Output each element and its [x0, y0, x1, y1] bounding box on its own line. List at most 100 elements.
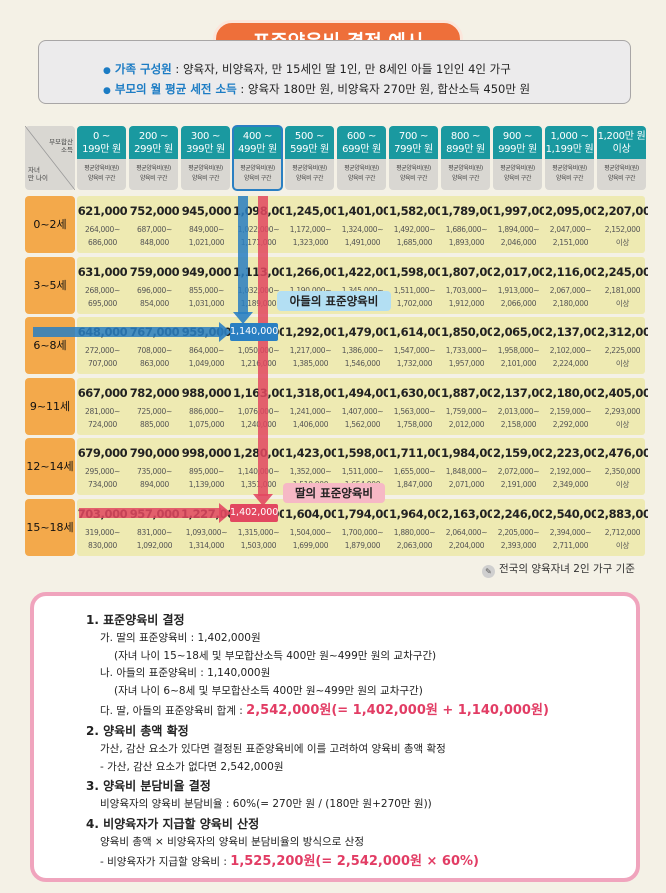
income-range-label: 700 ~ 799만 원: [389, 126, 438, 159]
range-max: 1,879,000: [344, 540, 381, 550]
income-column-header: 500 ~ 599만 원 평균양육비(원) 양육비 구간: [285, 126, 334, 190]
family-info-line: ● 가족 구성원 : 양육자, 비양육자, 만 15세인 딸 1인, 만 8세인 …: [103, 59, 630, 79]
table-cell: 1,794,000 1,700,000~ 1,879,000: [337, 499, 388, 556]
range-max: 2,349,000: [552, 480, 589, 489]
average-cost: 1,292,000: [285, 325, 336, 339]
range-max: 1,031,000: [188, 298, 225, 308]
step-1c: 다. 딸, 아들의 표준양육비 합계 : 2,542,000원(= 1,402,…: [86, 700, 636, 721]
range-min: 696,000~: [137, 285, 172, 295]
table-cell: 949,000 855,000~ 1,031,000: [181, 257, 232, 314]
family-label: 가족 구성원: [114, 62, 172, 76]
range-max: 1,216,000: [240, 359, 277, 368]
income-column-header: 800 ~ 899만 원 평균양육비(원) 양육비 구간: [441, 126, 490, 190]
average-cost: 2,116,000: [545, 264, 596, 279]
column-subheader: 평균양육비(원) 양육비 구간: [389, 159, 438, 190]
column-subheader: 평균양육비(원) 양육비 구간: [285, 159, 334, 190]
corner-income-label: 부모합산 소득: [49, 138, 73, 154]
basis-text: 전국의 양육자녀 2인 가구 기준: [499, 563, 635, 575]
average-cost: 1,245,000: [285, 204, 336, 218]
bullet-icon: ●: [103, 86, 111, 96]
range-max: 2,071,000: [448, 480, 485, 489]
range-min: 886,000~: [189, 406, 224, 416]
average-cost: 703,000: [77, 506, 128, 521]
range-min: 1,759,000~: [445, 406, 488, 416]
step-2-heading: 2. 양육비 총액 확정: [86, 724, 189, 738]
range-min: 1,386,000~: [341, 346, 384, 355]
range-min: 1,352,000~: [289, 467, 332, 476]
range-min: 1,492,000~: [393, 225, 436, 234]
range-min: 1,733,000~: [445, 346, 488, 355]
range-min: 272,000~: [85, 346, 120, 355]
step-1b-note: (자녀 나이 6~8세 및 부모합산소득 400만 원~499만 원의 교차구간…: [114, 684, 423, 697]
table-cell: 1,098,000 1,022,000~ 1,171,000: [233, 196, 284, 253]
table-cell: 2,137,000 2,102,000~ 2,224,000: [545, 317, 596, 374]
income-range-label: 800 ~ 899만 원: [441, 126, 490, 159]
table-cell: 631,000 268,000~ 695,000: [77, 257, 128, 314]
average-cost: 759,000: [129, 264, 180, 279]
table-cell: 2,163,000 2,064,000~ 2,204,000: [441, 499, 492, 556]
range-min: 849,000~: [189, 225, 224, 234]
range-min: 1,958,000~: [497, 346, 540, 355]
range-min: 855,000~: [189, 285, 224, 295]
range-max: 830,000: [88, 540, 117, 550]
range-max: 894,000: [140, 480, 169, 489]
average-cost: 1,227,000: [181, 506, 232, 521]
range-max: 854,000: [140, 298, 169, 308]
range-max: 1,847,000: [396, 480, 433, 489]
step-1c-value: 2,542,000원(= 1,402,000원 + 1,140,000원): [246, 703, 549, 718]
income-column-header: 300 ~ 399만 원 평균양육비(원) 양육비 구간: [181, 126, 230, 190]
average-cost: 621,000: [77, 204, 128, 218]
average-cost: 1,494,000: [337, 385, 388, 400]
average-cost: 1,598,000: [337, 446, 388, 460]
table-cell: 1,984,000 1,848,000~ 2,071,000: [441, 438, 492, 495]
range-min: 1,848,000~: [445, 467, 488, 476]
average-cost: 2,245,000: [597, 264, 648, 279]
column-subheader: 평균양육비(원) 양육비 구간: [545, 159, 594, 190]
range-min: 1,703,000~: [445, 285, 488, 295]
range-min: 2,159,000~: [549, 406, 592, 416]
table-cell: 1,582,000 1,492,000~ 1,685,000: [389, 196, 440, 253]
range-max: 734,000: [88, 480, 117, 489]
average-cost: 767,000: [129, 325, 180, 339]
income-column-header: 200 ~ 299만 원 평균양육비(원) 양육비 구간: [129, 126, 178, 190]
range-min: 1,315,000~: [237, 527, 280, 537]
range-min: 319,000~: [85, 527, 120, 537]
corner-diagonal-line: [25, 126, 75, 190]
info-icon: ✎: [482, 565, 495, 578]
income-range-label: 1,000 ~ 1,199만 원: [545, 126, 594, 159]
range-min: 2,067,000~: [549, 285, 592, 295]
range-min: 2,225,000: [604, 346, 641, 355]
range-min: 1,093,000~: [185, 527, 228, 537]
average-cost: 2,476,000: [597, 446, 648, 460]
average-cost: 2,137,000: [493, 385, 544, 400]
range-max: 1,323,000: [292, 238, 329, 247]
table-cell: 1,887,000 1,759,000~ 2,012,000: [441, 378, 492, 435]
average-cost: 1,598,000: [389, 264, 440, 279]
range-max: 695,000: [88, 298, 117, 308]
table-cell: 667,000 281,000~ 724,000: [77, 378, 128, 435]
range-max: 1,351,000: [240, 480, 277, 489]
average-cost: 631,000: [77, 264, 128, 279]
daughter-cost-highlight: 1,402,000: [230, 504, 278, 522]
range-max: 1,912,000: [448, 298, 485, 308]
table-row: [77, 377, 645, 435]
range-max: 이상: [615, 419, 630, 429]
range-min: 1,022,000~: [237, 225, 280, 234]
range-max: 2,101,000: [500, 359, 537, 368]
range-max: 2,066,000: [500, 298, 537, 308]
average-cost: 2,207,000: [597, 204, 648, 218]
table-cell: 1,789,000 1,686,000~ 1,893,000: [441, 196, 492, 253]
range-max: 1,491,000: [344, 238, 381, 247]
range-min: 687,000~: [137, 225, 172, 234]
age-row-header: 3~5세: [25, 256, 75, 314]
range-min: 1,504,000~: [289, 527, 332, 537]
table-cell: 1,598,000 1,511,000~ 1,702,000: [389, 257, 440, 314]
range-min: 2,102,000~: [549, 346, 592, 355]
average-cost: 752,000: [129, 204, 180, 218]
table-cell: 2,095,000 2,047,000~ 2,151,000: [545, 196, 596, 253]
range-min: 1,913,000~: [497, 285, 540, 295]
table-cell: 2,405,000 2,293,000 이상: [597, 378, 648, 435]
range-max: 1,732,000: [396, 359, 433, 368]
average-cost: 2,246,000: [493, 506, 544, 521]
table-cell: 1,227,000 1,093,000~ 1,314,000: [181, 499, 232, 556]
